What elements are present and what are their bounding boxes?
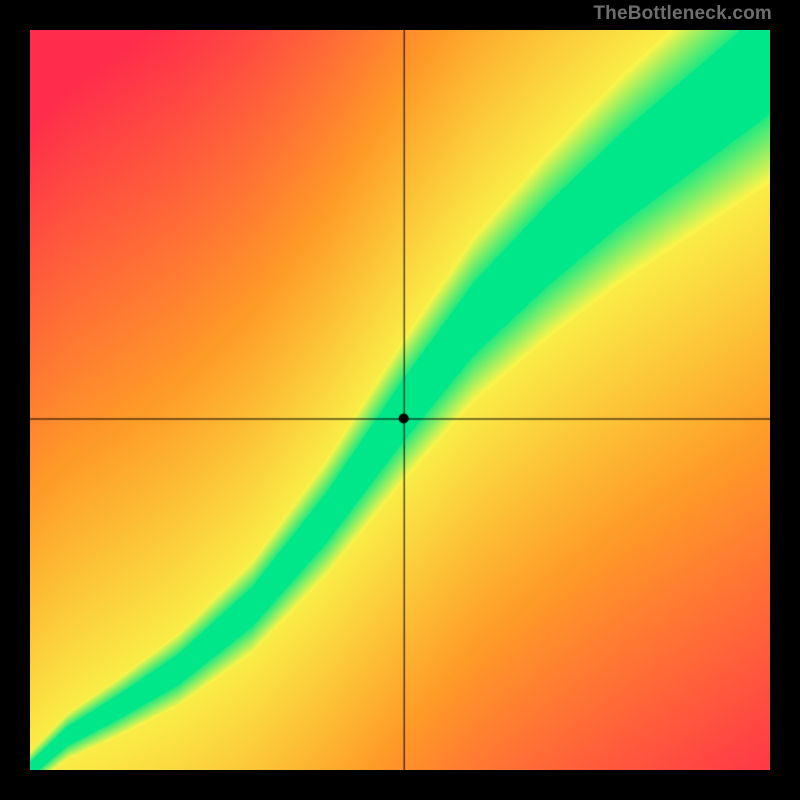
chart-container: TheBottleneck.com [0, 0, 800, 800]
heatmap-plot [30, 30, 770, 770]
watermark-text: TheBottleneck.com [593, 3, 772, 25]
heatmap-canvas [30, 30, 770, 770]
